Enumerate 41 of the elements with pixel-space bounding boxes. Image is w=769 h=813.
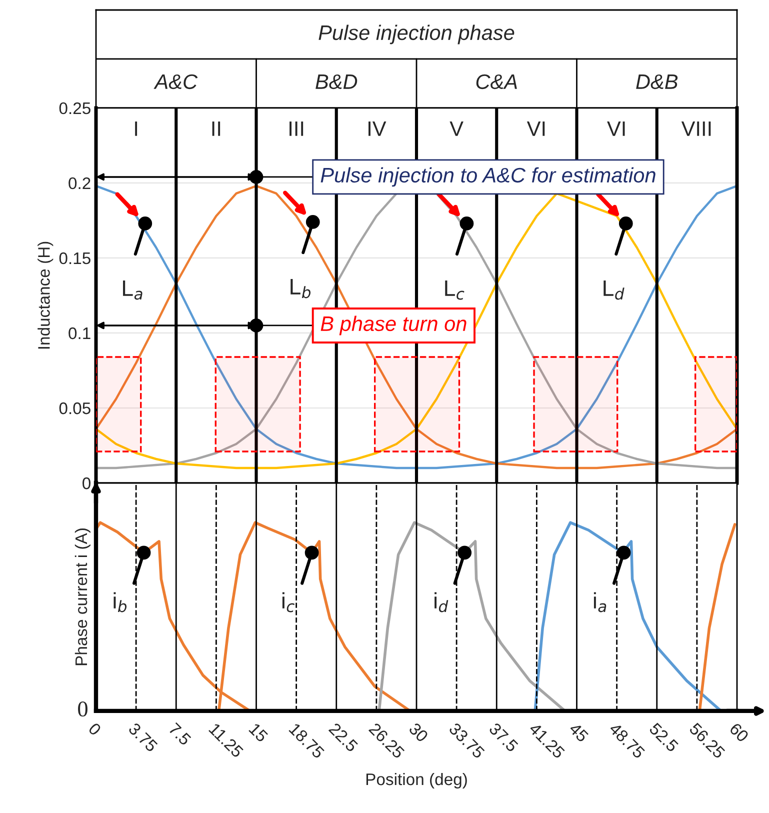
text: Pulse injection phase	[318, 24, 514, 44]
annotation: VI	[607, 122, 625, 136]
annotation: II	[212, 122, 220, 136]
y-axis-title: Phase current i (A)	[74, 528, 90, 666]
text: A&C	[154, 74, 198, 90]
annotation: III	[290, 122, 304, 136]
y-tick-label: 0.25	[59, 102, 90, 114]
annotation: V	[450, 122, 464, 136]
x-tick-label: 3.75	[128, 722, 158, 752]
annotation: IV	[368, 122, 386, 136]
text: C&A	[476, 74, 517, 90]
y-tick-label: 0.05	[59, 402, 90, 414]
annotation: i$_{d}$	[434, 592, 448, 612]
y-tick-label: 0.1	[68, 327, 90, 340]
annotation: i$_{a}$	[594, 592, 606, 612]
x-tick-label: 37.5	[488, 722, 519, 752]
annotation: VI	[526, 122, 545, 136]
text: D&B	[636, 74, 678, 90]
annotation: L$_{b}$	[290, 279, 311, 298]
y-tick-label: 0.15	[59, 252, 90, 264]
x-tick-label: 7.5	[168, 722, 192, 746]
x-tick-label: 30	[408, 722, 429, 743]
annotation: L$_{c}$	[445, 280, 464, 300]
x-tick-label: 0	[88, 722, 102, 736]
annotation: L$_{d}$	[604, 280, 624, 300]
y-tick-label: 0.2	[68, 177, 90, 190]
x-tick-label: 60	[728, 722, 750, 743]
annotation: L$_{a}$	[123, 280, 142, 300]
x-tick-label: 15	[248, 722, 268, 743]
annotation: I	[135, 122, 138, 136]
text: B&D	[316, 74, 358, 90]
annotation: i$_{b}$	[114, 592, 127, 612]
x-axis-title: Position (deg)	[366, 772, 467, 789]
x-tick-label: 22.5	[328, 722, 359, 752]
annotation: B phase turn on	[320, 316, 466, 336]
y-tick-label: 0	[82, 477, 90, 490]
annotation: VIII	[681, 122, 711, 136]
y-axis-title: Inductance (H)	[38, 242, 54, 349]
x-tick-label: 45	[568, 722, 589, 743]
annotation: Pulse injection to A&C for estimation	[320, 167, 656, 187]
annotation: i$_{c}$	[282, 592, 294, 612]
